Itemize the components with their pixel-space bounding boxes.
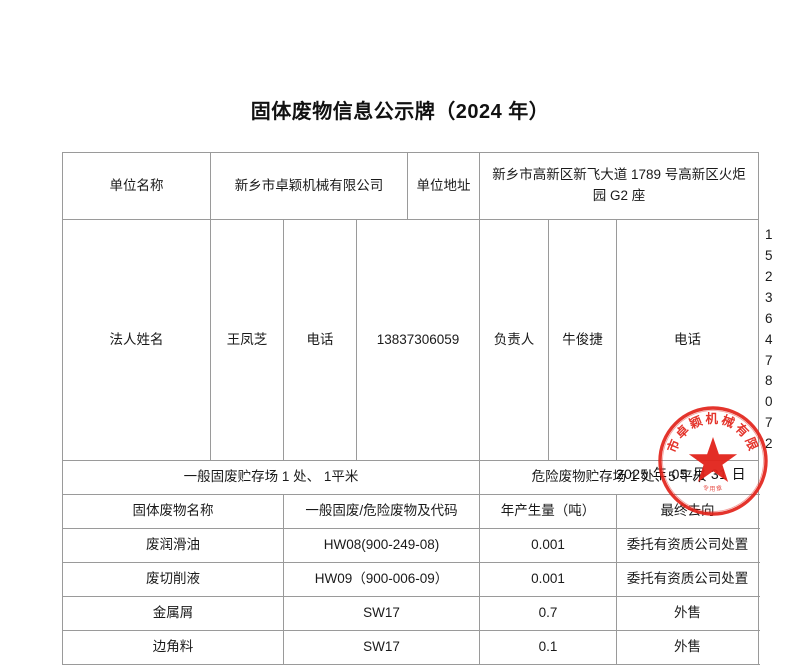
- unit-name-label: 单位名称: [62, 152, 211, 220]
- column-header-destination: 最终去向: [616, 494, 760, 530]
- table-row-unit-info: 单位名称 新乡市卓颖机械有限公司 单位地址 新乡市高新区新飞大道 1789 号高…: [62, 152, 760, 220]
- legal-rep-name: 王凤芝: [210, 218, 284, 462]
- unit-address-value: 新乡市高新区新飞大道 1789 号高新区火炬园 G2 座: [479, 152, 760, 220]
- waste-name: 废切削液: [62, 562, 284, 598]
- waste-code: HW08(900-249-08): [282, 528, 481, 564]
- manager-label: 负责人: [479, 218, 550, 462]
- waste-annual-amount: 0.001: [479, 562, 618, 598]
- legal-rep-label: 法人姓名: [62, 218, 211, 462]
- waste-destination: 外售: [616, 630, 760, 665]
- waste-annual-amount: 0.001: [479, 528, 618, 564]
- signature-date: 2025 年 05 月 31 日: [615, 466, 746, 482]
- table-row: 废润滑油 HW08(900-249-08) 0.001 委托有资质公司处置: [62, 528, 760, 564]
- waste-name: 金属屑: [62, 596, 284, 632]
- column-header-annual-amount: 年产生量（吨）: [479, 494, 618, 530]
- manager-name: 牛俊捷: [548, 218, 618, 462]
- waste-destination: 委托有资质公司处置: [616, 528, 760, 564]
- table-row: 边角料 SW17 0.1 外售: [62, 630, 760, 665]
- manager-phone-label: 电话: [616, 218, 760, 462]
- legal-rep-phone-value: 13837306059: [355, 218, 481, 462]
- waste-code: SW17: [282, 596, 481, 632]
- waste-destination: 委托有资质公司处置: [616, 562, 760, 598]
- column-header-waste-code: 一般固废/危险废物及代码: [282, 494, 481, 530]
- table-row: 金属屑 SW17 0.7 外售: [62, 596, 760, 632]
- waste-destination: 外售: [616, 596, 760, 632]
- unit-name-value: 新乡市卓颖机械有限公司: [209, 152, 409, 220]
- page-title: 固体废物信息公示牌（2024 年）: [250, 101, 550, 123]
- table-row-contacts: 法人姓名 王凤芝 电话 13837306059 负责人 牛俊捷 电话 15236…: [62, 218, 773, 462]
- column-header-waste-name: 固体废物名称: [62, 494, 284, 530]
- public-notice-page: 固体废物信息公示牌（2024 年） 单位名称 新乡市卓颖机械有限公司 单位地址 …: [61, 101, 773, 665]
- table-header-row-waste: 固体废物名称 一般固废/危险废物及代码 年产生量（吨） 最终去向: [62, 494, 760, 530]
- unit-address-label: 单位地址: [407, 152, 481, 220]
- table-row: 废切削液 HW09（900-006-09） 0.001 委托有资质公司处置: [62, 562, 760, 598]
- solid-waste-information-table: 单位名称 新乡市卓颖机械有限公司 单位地址 新乡市高新区新飞大道 1789 号高…: [61, 152, 773, 665]
- waste-name: 边角料: [62, 630, 284, 665]
- waste-name: 废润滑油: [62, 528, 284, 564]
- waste-code: HW09（900-006-09）: [282, 562, 481, 598]
- legal-rep-phone-label: 电话: [283, 218, 357, 462]
- waste-annual-amount: 0.7: [479, 596, 618, 632]
- waste-code: SW17: [282, 630, 481, 665]
- waste-annual-amount: 0.1: [479, 630, 618, 665]
